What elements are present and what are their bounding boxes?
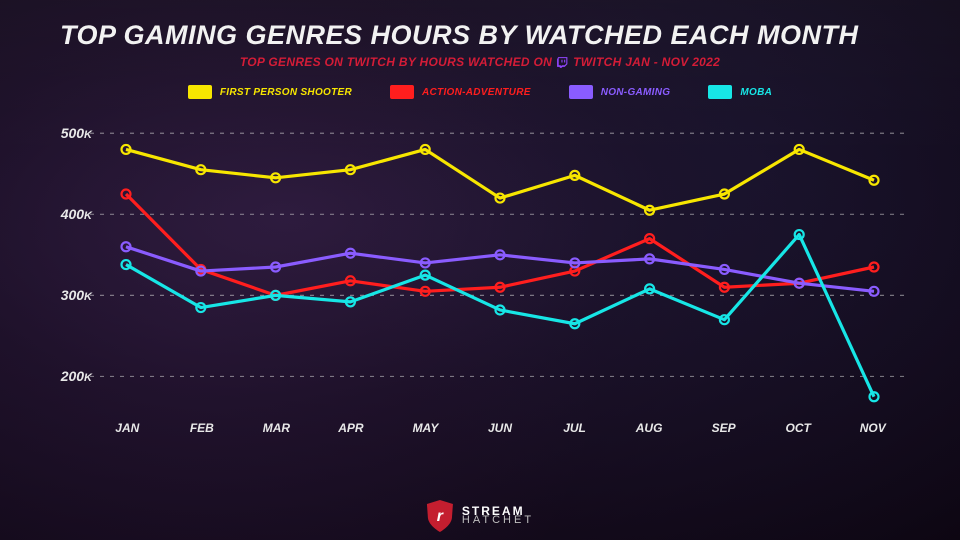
- legend-swatch: [569, 85, 593, 99]
- chart-plot-area: 200K 300K 400K 500K JANFEBMARAPRMAYJUNJULAU…: [40, 117, 920, 457]
- twitch-icon: [556, 56, 569, 69]
- legend-label: FIRST PERSON SHOOTER: [220, 87, 352, 98]
- chart-title: TOP GAMING GENRES HOURS BY WATCHED EACH …: [60, 20, 920, 51]
- legend-item: ACTION-ADVENTURE: [390, 85, 531, 99]
- shield-icon: r: [426, 500, 454, 532]
- legend-item: FIRST PERSON SHOOTER: [188, 85, 352, 99]
- x-tick-label: JUN: [463, 421, 538, 435]
- x-tick-label: NOV: [835, 421, 910, 435]
- brand-logo: r STREAM HATCHET: [426, 500, 534, 532]
- x-tick-label: MAR: [239, 421, 314, 435]
- y-tick-label: 500K: [40, 125, 92, 141]
- x-axis: JANFEBMARAPRMAYJUNJULAUGSEPOCTNOV: [90, 421, 910, 435]
- x-tick-label: APR: [314, 421, 389, 435]
- legend-label: ACTION-ADVENTURE: [422, 87, 531, 98]
- y-tick-label: 300K: [40, 287, 92, 303]
- legend-swatch: [390, 85, 414, 99]
- line-chart: [90, 117, 910, 417]
- subtitle-prefix: TOP GENRES ON TWITCH BY HOURS WATCHED ON: [240, 55, 552, 69]
- subtitle-suffix: TWITCH JAN - NOV 2022: [573, 55, 720, 69]
- x-tick-label: SEP: [686, 421, 761, 435]
- y-tick-label: 200K: [40, 368, 92, 384]
- series-line: [126, 149, 874, 210]
- chart-subtitle: TOP GENRES ON TWITCH BY HOURS WATCHED ON…: [40, 55, 920, 69]
- x-tick-label: OCT: [761, 421, 836, 435]
- legend-swatch: [708, 85, 732, 99]
- y-tick-label: 400K: [40, 206, 92, 222]
- legend-item: NON-GAMING: [569, 85, 671, 99]
- legend-label: NON-GAMING: [601, 87, 671, 98]
- x-tick-label: AUG: [612, 421, 687, 435]
- legend-label: MOBA: [740, 87, 772, 98]
- legend-item: MOBA: [708, 85, 772, 99]
- chart-legend: FIRST PERSON SHOOTER ACTION-ADVENTURE NON-…: [40, 85, 920, 99]
- svg-text:r: r: [437, 508, 444, 525]
- x-tick-label: JUL: [537, 421, 612, 435]
- x-tick-label: FEB: [165, 421, 240, 435]
- series-line: [126, 194, 874, 295]
- x-tick-label: JAN: [90, 421, 165, 435]
- legend-swatch: [188, 85, 212, 99]
- brand-text-bottom: HATCHET: [462, 516, 534, 526]
- x-tick-label: MAY: [388, 421, 463, 435]
